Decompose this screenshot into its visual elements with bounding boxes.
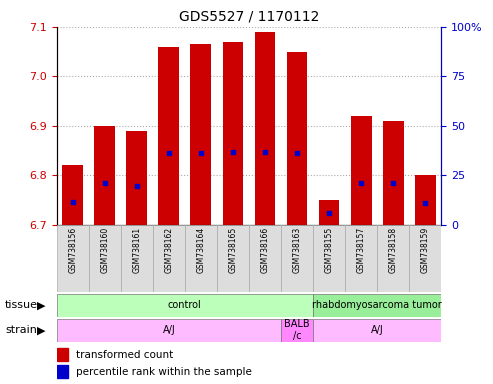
- Bar: [249, 225, 281, 292]
- Text: GSM738164: GSM738164: [196, 227, 206, 273]
- Bar: [281, 225, 313, 292]
- Bar: [57, 225, 89, 292]
- Text: strain: strain: [5, 325, 37, 335]
- Text: GSM738158: GSM738158: [388, 227, 398, 273]
- Text: GSM738165: GSM738165: [228, 227, 238, 273]
- Bar: [383, 121, 404, 225]
- Bar: [121, 225, 153, 292]
- Bar: [57, 365, 68, 379]
- Text: GSM738156: GSM738156: [68, 227, 77, 273]
- Bar: [318, 200, 340, 225]
- Bar: [409, 225, 441, 292]
- Text: GSM738162: GSM738162: [164, 227, 174, 273]
- Text: BALB
/c: BALB /c: [284, 319, 310, 341]
- Text: rhabdomyosarcoma tumor: rhabdomyosarcoma tumor: [312, 300, 442, 310]
- Bar: [222, 42, 244, 225]
- Bar: [185, 225, 217, 292]
- Bar: [254, 32, 276, 225]
- Text: GSM738157: GSM738157: [356, 227, 366, 273]
- Bar: [57, 319, 281, 342]
- Text: tissue: tissue: [5, 300, 38, 310]
- Text: A/J: A/J: [371, 325, 384, 335]
- Text: GDS5527 / 1170112: GDS5527 / 1170112: [179, 9, 319, 23]
- Text: ▶: ▶: [37, 325, 46, 335]
- Text: GSM738159: GSM738159: [421, 227, 430, 273]
- Text: GSM738163: GSM738163: [292, 227, 302, 273]
- Text: control: control: [168, 300, 202, 310]
- Bar: [126, 131, 147, 225]
- Bar: [62, 166, 83, 225]
- Text: ▶: ▶: [37, 300, 46, 310]
- Text: GSM738161: GSM738161: [132, 227, 141, 273]
- Text: GSM738155: GSM738155: [324, 227, 334, 273]
- Bar: [345, 225, 377, 292]
- Bar: [57, 294, 313, 317]
- Bar: [190, 44, 211, 225]
- Bar: [351, 116, 372, 225]
- Text: GSM738160: GSM738160: [100, 227, 109, 273]
- Bar: [94, 126, 115, 225]
- Text: GSM738166: GSM738166: [260, 227, 270, 273]
- Text: transformed count: transformed count: [76, 349, 173, 359]
- Bar: [158, 47, 179, 225]
- Text: A/J: A/J: [163, 325, 175, 335]
- Text: percentile rank within the sample: percentile rank within the sample: [76, 367, 252, 377]
- Bar: [313, 294, 441, 317]
- Bar: [57, 348, 68, 361]
- Bar: [377, 225, 409, 292]
- Bar: [415, 175, 436, 225]
- Bar: [89, 225, 121, 292]
- Bar: [281, 319, 313, 342]
- Bar: [153, 225, 185, 292]
- Bar: [313, 319, 441, 342]
- Bar: [313, 225, 345, 292]
- Bar: [217, 225, 249, 292]
- Bar: [286, 51, 308, 225]
